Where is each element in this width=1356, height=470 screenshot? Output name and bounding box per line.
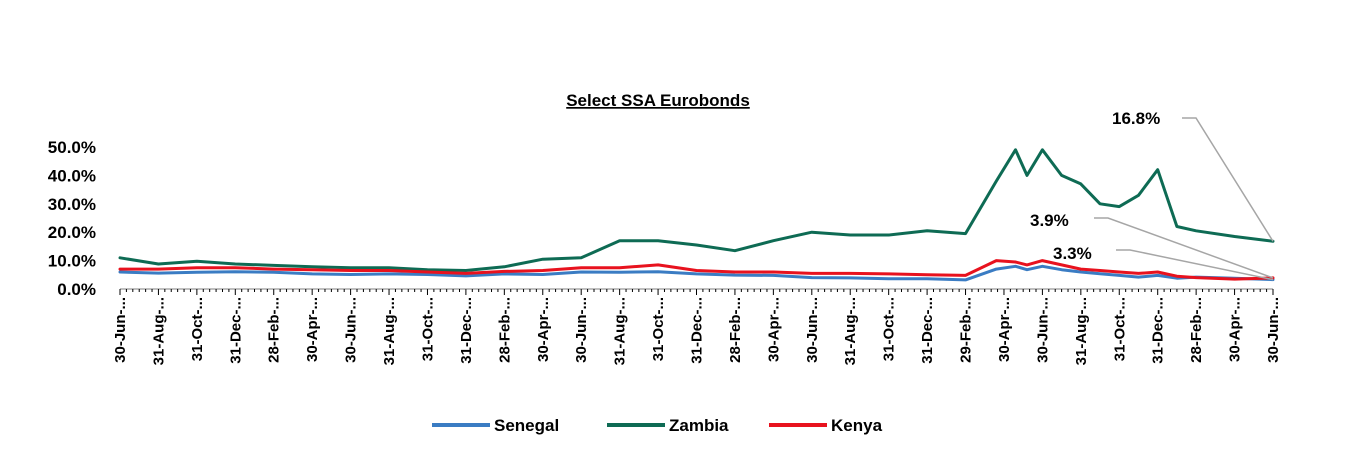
x-tick-label: 30-Apr-... <box>304 297 321 362</box>
x-tick-label: 31-Aug-... <box>381 297 398 365</box>
x-tick-label: 30-Jun-... <box>804 297 821 363</box>
series-line-kenya <box>118 259 1275 281</box>
annotation-label: 16.8% <box>1112 109 1160 128</box>
x-tick-label: 30-Jun-... <box>112 297 129 363</box>
x-tick-label: 28-Feb-... <box>266 297 283 363</box>
y-tick-label: 30.0% <box>48 195 96 214</box>
x-tick-label: 31-Dec-... <box>919 297 936 364</box>
x-tick-label: 30-Jun-... <box>1034 297 1051 363</box>
x-tick-label: 31-Aug-... <box>150 297 167 365</box>
legend: Senegal Zambia Kenya <box>432 416 883 435</box>
x-tick-label: 31-Oct-... <box>189 297 206 361</box>
y-axis: 0.0% 10.0% 20.0% 30.0% 40.0% 50.0% <box>48 138 96 299</box>
x-tick-label: 31-Aug-... <box>1073 297 1090 365</box>
annotation-leader <box>1094 217 1274 279</box>
chart-title: Select SSA Eurobonds <box>566 91 750 110</box>
y-tick-label: 40.0% <box>48 166 96 185</box>
x-tick-label: 30-Jun-... <box>343 297 360 363</box>
x-tick-label: 30-Apr-... <box>996 297 1013 362</box>
x-tick-label: 28-Feb-... <box>496 297 513 363</box>
x-tick-label: 31-Oct-... <box>1111 297 1128 361</box>
x-tick-label: 31-Dec-... <box>227 297 244 364</box>
legend-label: Senegal <box>494 416 559 435</box>
x-tick-label: 28-Feb-... <box>727 297 744 363</box>
x-tick-label: 31-Dec-... <box>1150 297 1167 364</box>
x-tick-label: 30-Apr-... <box>1227 297 1244 362</box>
y-tick-label: 10.0% <box>48 252 96 271</box>
series-line-senegal <box>118 264 1275 282</box>
series-lines <box>118 148 1275 282</box>
annotation-leader <box>1182 117 1274 242</box>
legend-label: Zambia <box>669 416 729 435</box>
y-tick-label: 0.0% <box>57 280 96 299</box>
x-tick-label: 30-Jun-... <box>573 297 590 363</box>
legend-label: Kenya <box>831 416 883 435</box>
x-tick-label: 31-Oct-... <box>419 297 436 361</box>
y-tick-label: 50.0% <box>48 138 96 157</box>
x-tick-label: 30-Apr-... <box>535 297 552 362</box>
x-tick-label: 29-Feb-... <box>958 297 975 363</box>
x-tick-label: 31-Aug-... <box>842 297 859 365</box>
series-line-zambia <box>118 148 1275 272</box>
x-axis: 30-Jun-... 31-Aug-... 31-Oct-... 31-Dec-...… <box>112 289 1282 365</box>
y-tick-label: 20.0% <box>48 223 96 242</box>
x-tick-label: 31-Dec-... <box>689 297 706 364</box>
x-tick-label: 31-Dec-... <box>458 297 475 364</box>
x-tick-label: 30-Jun-... <box>1265 297 1282 363</box>
x-tick-label: 30-Apr-... <box>765 297 782 362</box>
annotations: 16.8% 3.9% 3.3% <box>1030 109 1274 281</box>
x-tick-label: 31-Oct-... <box>881 297 898 361</box>
x-tick-label: 31-Oct-... <box>650 297 667 361</box>
x-tick-label: 31-Aug-... <box>612 297 629 365</box>
annotation-leader <box>1116 249 1274 281</box>
annotation-label: 3.9% <box>1030 211 1069 230</box>
x-tick-label: 28-Feb-... <box>1188 297 1205 363</box>
annotation-label: 3.3% <box>1053 244 1092 263</box>
